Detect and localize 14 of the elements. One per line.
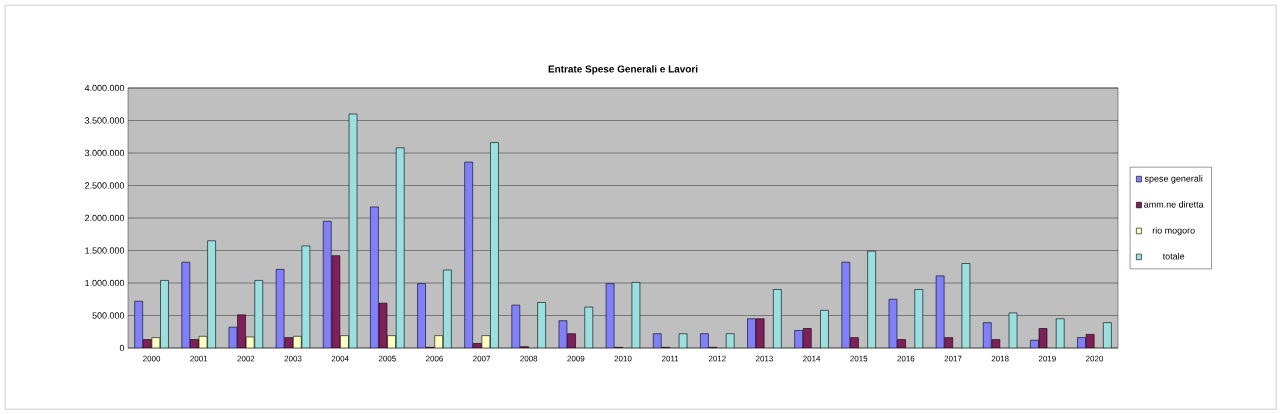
y-tick-label: 1.000.000 xyxy=(85,279,125,287)
y-tick-label: 3.000.000 xyxy=(84,149,125,157)
chart-title: Entrate Spese Generali e Lavori xyxy=(548,65,698,75)
legend-label: amm.ne diretta xyxy=(1144,201,1204,208)
y-tick-label: 4.000.000 xyxy=(84,84,125,92)
y-tick-label: 2.000.000 xyxy=(85,214,125,222)
y-tick-label: 2.500.000 xyxy=(85,182,125,189)
legend-label: rio mogoro xyxy=(1152,226,1195,236)
y-tick-label: 1.500.000 xyxy=(85,247,125,254)
y-tick-label: 3.500.000 xyxy=(84,117,125,124)
legend-label: spese generali xyxy=(1144,175,1203,184)
y-tick-label: 500.000 xyxy=(92,312,125,319)
legend-label: totale xyxy=(1162,252,1185,260)
y-tick-label: 0 xyxy=(119,344,125,352)
